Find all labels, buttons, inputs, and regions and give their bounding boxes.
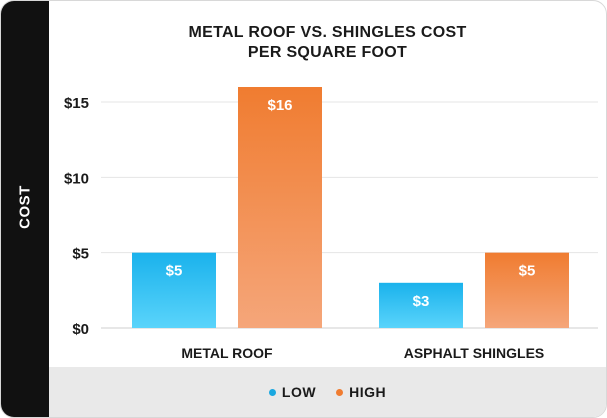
y-tick-label: $0 [72,321,89,338]
y-tick-label: $5 [72,246,89,263]
legend-item-low: LOW [268,384,317,400]
data-label-high-0: $16 [267,97,292,114]
x-tick-label: ASPHALT SHINGLES [404,345,545,361]
y-tick-label: $10 [64,170,89,187]
bar-low-1 [379,282,463,328]
y-axis-sidebar: COST [1,1,49,417]
bar-low-0 [132,252,216,328]
legend-dot-low [268,388,276,396]
legend-item-high: HIGH [336,384,386,400]
bars: $5 $16 $3 $5 [132,87,569,328]
legend-label-high: HIGH [349,384,387,400]
chart-title-line-2: PER SQUARE FOOT [247,44,408,61]
x-tick-labels: METAL ROOF ASPHALT SHINGLES [181,345,544,361]
data-label-high-1: $5 [519,263,536,280]
legend-dot-high [336,388,344,396]
chart-title: METAL ROOF VS. SHINGLES COST PER SQUARE … [49,23,606,63]
data-label-low-0: $5 [166,263,183,280]
x-tick-label: METAL ROOF [181,345,273,361]
legend: LOW HIGH [49,367,606,417]
y-tick-labels: $0 $5 $10 $15 [64,95,89,338]
bar-high-1 [485,252,569,328]
y-tick-label: $15 [64,95,89,112]
bar-high-0 [238,87,322,328]
legend-label-low: LOW [281,384,317,400]
data-label-low-1: $3 [413,293,430,310]
chart-title-line-1: METAL ROOF VS. SHINGLES COST [188,24,467,41]
